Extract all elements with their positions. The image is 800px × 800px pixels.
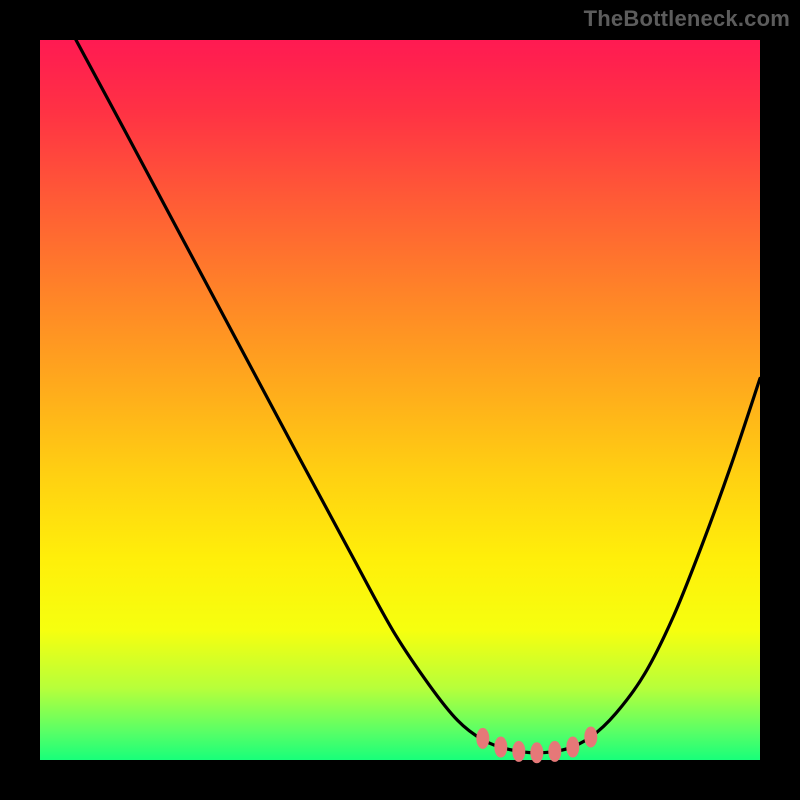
marker-dot <box>513 741 525 761</box>
marker-dot <box>495 737 507 757</box>
bottleneck-curve <box>76 40 760 753</box>
marker-dot <box>585 727 597 747</box>
chart-plot-area <box>40 40 760 760</box>
marker-dot <box>549 741 561 761</box>
marker-dot <box>477 728 489 748</box>
marker-dot <box>531 743 543 763</box>
markers-group <box>477 727 597 763</box>
marker-dot <box>567 737 579 757</box>
watermark-label: TheBottleneck.com <box>584 6 790 32</box>
chart-svg <box>40 40 760 760</box>
